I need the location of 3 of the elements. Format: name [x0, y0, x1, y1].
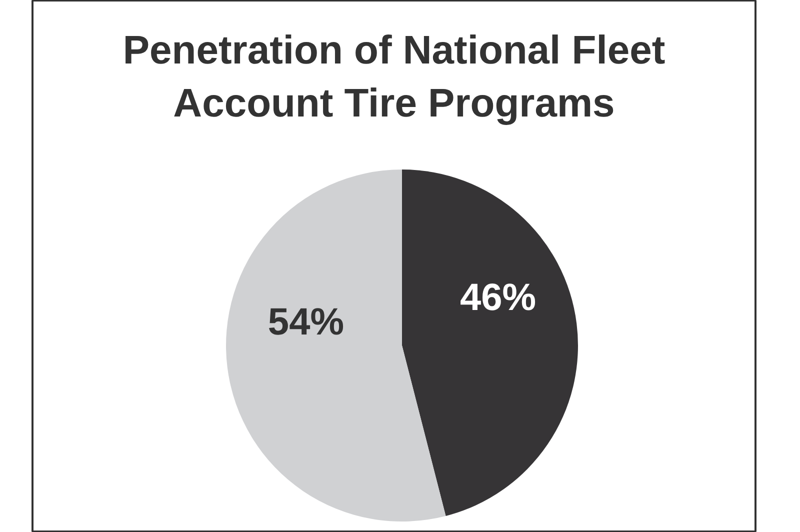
data-label: 46%	[460, 277, 536, 320]
chart-title: Penetration of National Fleet Account Tire Programs	[122, 28, 666, 126]
data-label: 54%	[268, 301, 344, 344]
